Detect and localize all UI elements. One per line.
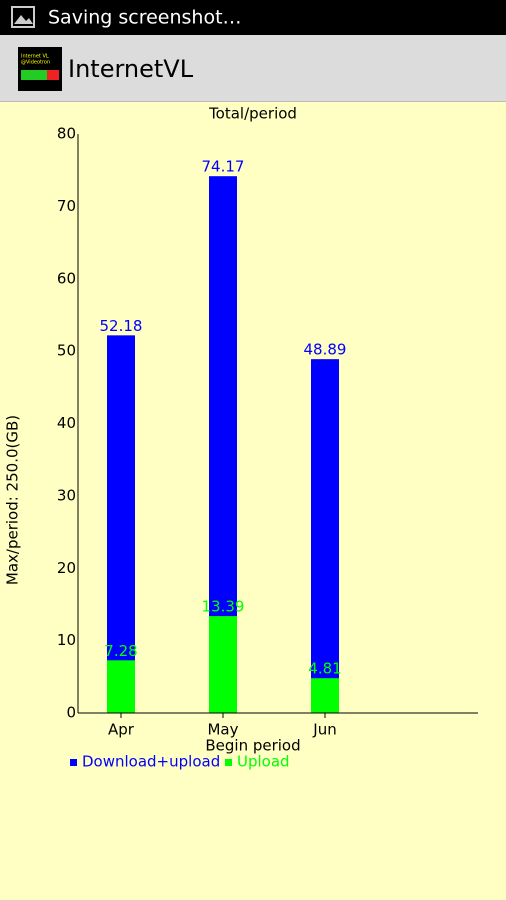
bar <box>107 335 135 713</box>
chart-background <box>0 101 506 900</box>
bar <box>209 616 237 713</box>
app-title: InternetVL <box>68 55 194 83</box>
value-label: 13.39 <box>202 598 245 616</box>
value-label: 74.17 <box>202 158 245 176</box>
status-bar <box>0 0 506 35</box>
y-tick-label: 70 <box>57 197 76 215</box>
value-label: 4.81 <box>308 660 341 678</box>
y-tick-label: 80 <box>57 125 76 143</box>
y-tick-label: 0 <box>66 704 76 722</box>
app-bar <box>0 35 506 101</box>
legend-marker <box>225 759 232 766</box>
screenshot-icon <box>11 6 35 28</box>
chart-title: Total/period <box>208 105 297 123</box>
legend-label: Download+upload <box>82 753 220 771</box>
bar <box>311 359 339 713</box>
screenshot-icon-glyph <box>14 15 33 24</box>
value-label: 52.18 <box>100 317 143 335</box>
app-icon-meter <box>21 70 47 80</box>
app-icon <box>18 47 62 91</box>
value-label: 48.89 <box>304 341 347 359</box>
y-tick-label: 50 <box>57 342 76 360</box>
app-icon-text: Internet VL <box>21 54 49 60</box>
x-tick-label: May <box>207 721 238 739</box>
status-text: Saving screenshot… <box>48 7 242 29</box>
app-icon-meter <box>47 70 59 80</box>
bar <box>107 660 135 713</box>
value-label: 7.28 <box>104 642 137 660</box>
y-tick-label: 60 <box>57 269 76 287</box>
y-tick-label: 20 <box>57 559 76 577</box>
x-tick-label: Jun <box>312 721 336 739</box>
x-axis-label: Begin period <box>205 737 300 755</box>
x-tick-label: Apr <box>108 721 135 739</box>
app-icon-text: @Videotron <box>21 60 50 66</box>
y-axis-label: Max/period: 250.0(GB) <box>4 415 22 585</box>
y-tick-label: 30 <box>57 486 76 504</box>
bar <box>311 678 339 713</box>
legend-label: Upload <box>237 753 290 771</box>
y-tick-label: 40 <box>57 414 76 432</box>
y-tick-label: 10 <box>57 631 76 649</box>
legend-marker <box>70 759 77 766</box>
